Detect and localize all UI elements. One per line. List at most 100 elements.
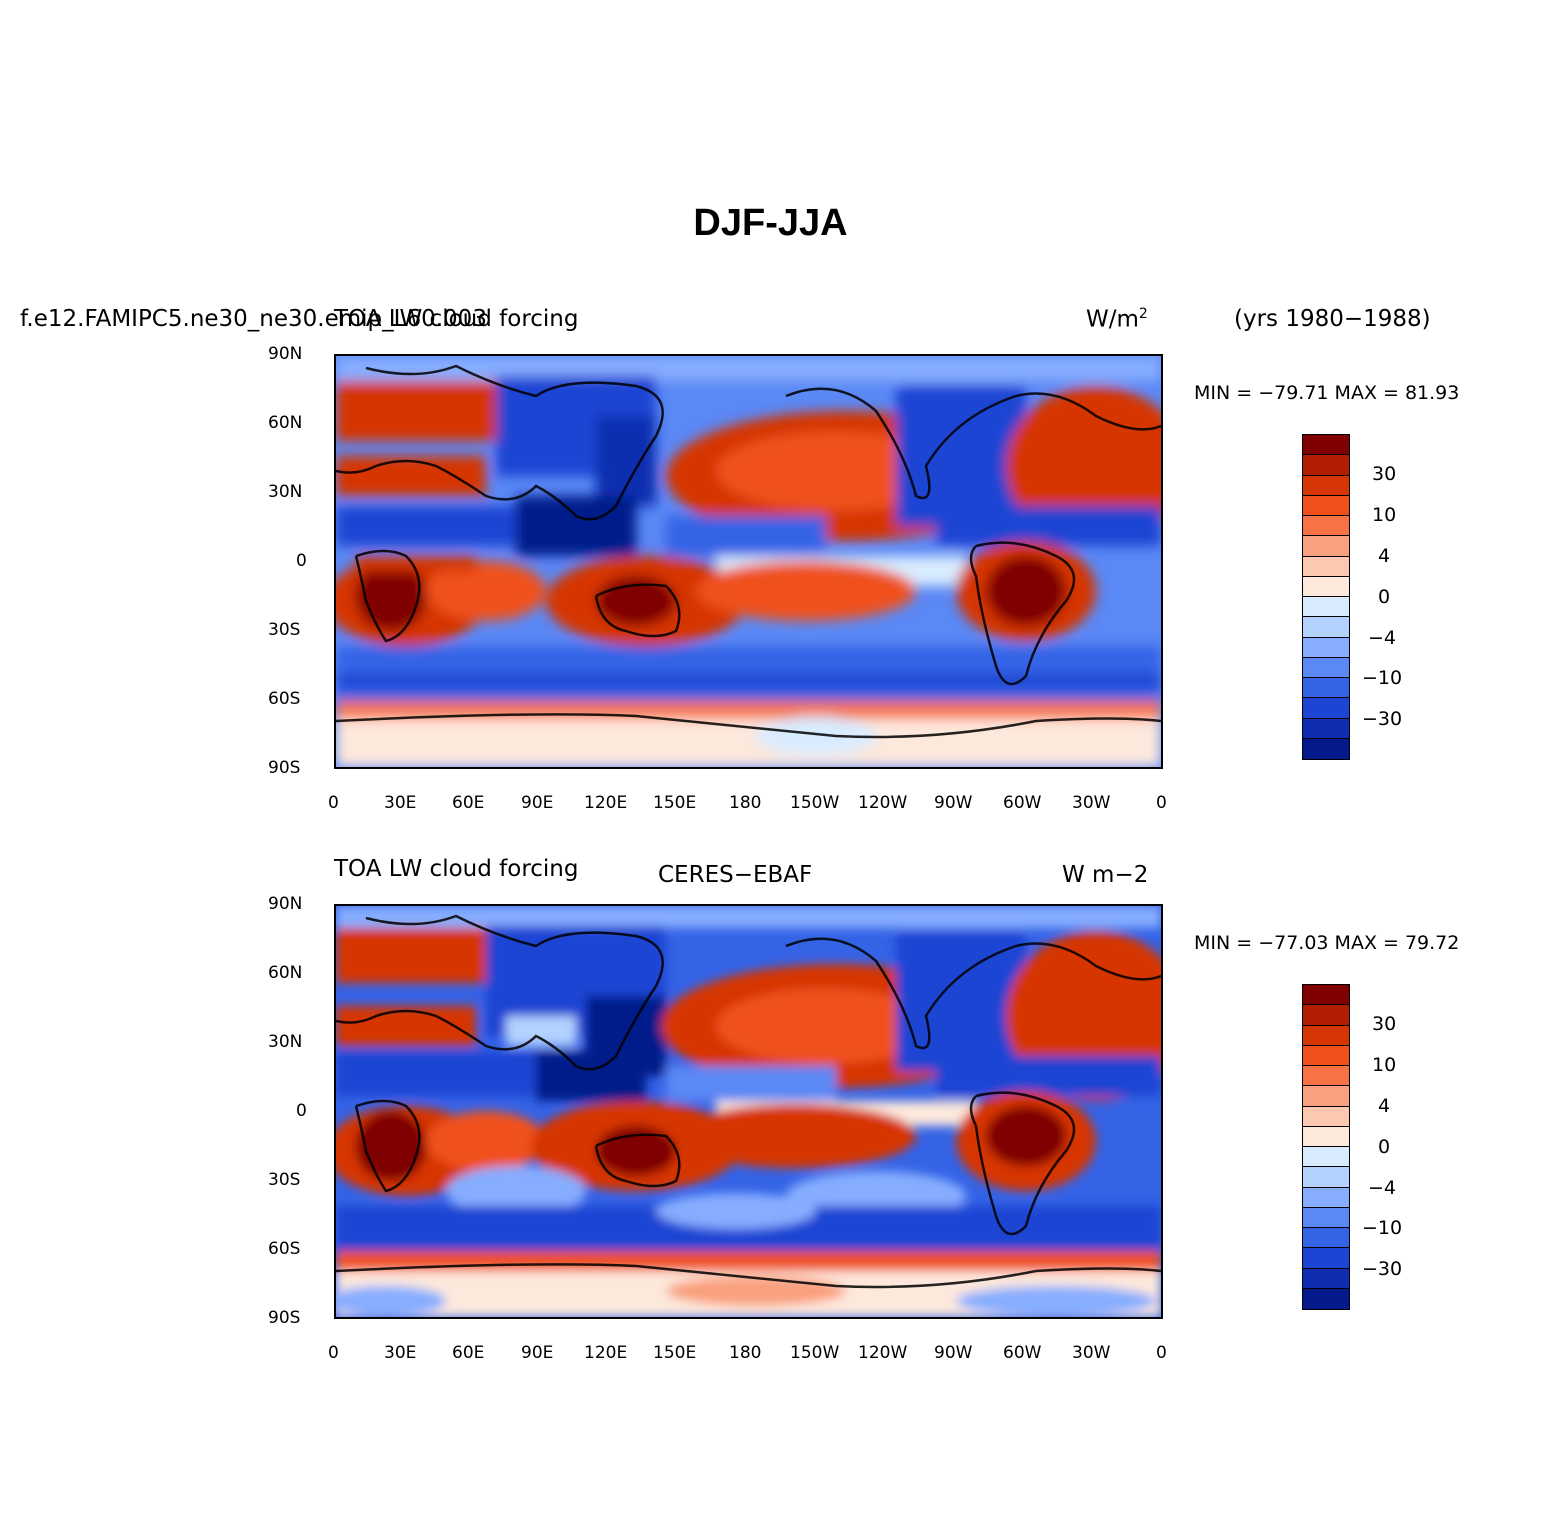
panel2-cb-label-30: 30 (1372, 1013, 1397, 1035)
colorbar-swatch (1303, 1147, 1349, 1168)
panel1-lat-60n: 60N (268, 413, 303, 433)
panel2-map (334, 904, 1163, 1319)
colorbar-swatch (1303, 536, 1349, 557)
colorbar-swatch (1303, 556, 1349, 577)
colorbar-swatch (1303, 1228, 1349, 1249)
colorbar-swatch (1303, 1045, 1349, 1066)
panel2-cb-label-10: 10 (1372, 1054, 1397, 1076)
panel2-cb-label-m4: −4 (1368, 1177, 1397, 1199)
panel2-cb-label-0: 0 (1378, 1136, 1391, 1158)
panel1-lat-30s: 30S (268, 620, 301, 640)
colorbar-swatch (1303, 657, 1349, 678)
panel1-lon-0: 0 (328, 793, 339, 813)
colorbar-swatch (1303, 1126, 1349, 1147)
colorbar-swatch (1303, 637, 1349, 658)
panel2-min-max: MIN = −77.03 MAX = 79.72 (1194, 932, 1460, 954)
panel2-lon-90w: 90W (934, 1343, 973, 1363)
panel1-lon-120w: 120W (858, 793, 908, 813)
panel2-units: W m−2 (1062, 862, 1149, 888)
panel1-years: (yrs 1980−1988) (1234, 306, 1431, 332)
panel2-lat-90n: 90N (268, 894, 303, 914)
colorbar-swatch (1303, 698, 1349, 719)
colorbar-swatch (1303, 475, 1349, 496)
panel1-cb-label-30: 30 (1372, 463, 1397, 485)
panel1-cb-label-m30: −30 (1362, 708, 1403, 730)
panel2-lat-30n: 30N (268, 1032, 303, 1052)
colorbar-swatch (1303, 516, 1349, 537)
panel2-lat-60n: 60N (268, 963, 303, 983)
panel1-lon-30e: 30E (384, 793, 417, 813)
panel1-lat-90s: 90S (268, 758, 301, 778)
panel1-min-max: MIN = −79.71 MAX = 81.93 (1194, 382, 1460, 404)
panel2-lon-120e: 120E (584, 1343, 628, 1363)
colorbar-swatch (1303, 1268, 1349, 1289)
panel2-lon-30e: 30E (384, 1343, 417, 1363)
colorbar-swatch (1303, 1167, 1349, 1188)
panel1-case-name: f.e12.FAMIPC5.ne30_ne30.emip_L60.003 (20, 306, 487, 332)
colorbar-swatch (1303, 1207, 1349, 1228)
colorbar-swatch (1303, 597, 1349, 618)
colorbar-swatch (1303, 1187, 1349, 1208)
panel2-dataset: CERES−EBAF (658, 862, 813, 888)
panel1-colorbar (1302, 434, 1350, 760)
panel2-lat-90s: 90S (268, 1308, 301, 1328)
panel1-lon-120e: 120E (584, 793, 628, 813)
colorbar-swatch (1303, 1025, 1349, 1046)
colorbar-swatch (1303, 1248, 1349, 1269)
colorbar-swatch (1303, 985, 1349, 1006)
colorbar-swatch (1303, 576, 1349, 597)
panel2-lat-60s: 60S (268, 1239, 301, 1259)
colorbar-swatch (1303, 1005, 1349, 1026)
colorbar-swatch (1303, 718, 1349, 739)
colorbar-swatch (1303, 678, 1349, 699)
panel1-map (334, 354, 1163, 769)
panel2-colorbar (1302, 984, 1350, 1310)
panel2-lon-150w: 150W (790, 1343, 840, 1363)
panel2-cb-label-4: 4 (1378, 1095, 1391, 1117)
panel2-cb-label-m10: −10 (1362, 1217, 1403, 1239)
colorbar-swatch (1303, 1066, 1349, 1087)
panel2-lon-30w: 30W (1072, 1343, 1111, 1363)
panel1-units: W/m2 (1086, 306, 1148, 333)
panel2-lon-0: 0 (328, 1343, 339, 1363)
panel2-lon-60w: 60W (1003, 1343, 1042, 1363)
colorbar-swatch (1303, 495, 1349, 516)
panel1-lon-60e: 60E (452, 793, 485, 813)
panel1-cb-label-0: 0 (1378, 586, 1391, 608)
panel2-lon-60e: 60E (452, 1343, 485, 1363)
colorbar-swatch (1303, 435, 1349, 456)
panel1-lon-90e: 90E (521, 793, 554, 813)
panel2-lat-eq: 0 (296, 1101, 307, 1121)
panel1-lon-90w: 90W (934, 793, 973, 813)
panel1-lon-150w: 150W (790, 793, 840, 813)
panel1-cb-label-m10: −10 (1362, 667, 1403, 689)
panel2-lon-150e: 150E (653, 1343, 697, 1363)
panel2-lon-180: 180 (729, 1343, 762, 1363)
colorbar-swatch (1303, 455, 1349, 476)
panel1-lon-0-end: 0 (1156, 793, 1167, 813)
panel1-lat-90n: 90N (268, 344, 303, 364)
panel2-lat-30s: 30S (268, 1170, 301, 1190)
figure-title: DJF-JJA (693, 202, 848, 244)
panel1-cb-label-4: 4 (1378, 545, 1391, 567)
panel1-cb-label-m4: −4 (1368, 627, 1397, 649)
panel1-variable: TOA LW cloud forcing (334, 306, 579, 332)
panel1-lon-60w: 60W (1003, 793, 1042, 813)
panel2-lon-0-end: 0 (1156, 1343, 1167, 1363)
panel2-lon-120w: 120W (858, 1343, 908, 1363)
panel1-cb-label-10: 10 (1372, 504, 1397, 526)
panel1-lat-30n: 30N (268, 482, 303, 502)
colorbar-swatch (1303, 617, 1349, 638)
panel1-lon-150e: 150E (653, 793, 697, 813)
panel2-lon-90e: 90E (521, 1343, 554, 1363)
panel1-lat-60s: 60S (268, 689, 301, 709)
panel2-variable: TOA LW cloud forcing (334, 856, 579, 882)
colorbar-swatch (1303, 1086, 1349, 1107)
panel1-lon-180: 180 (729, 793, 762, 813)
colorbar-swatch (1303, 1288, 1349, 1309)
panel2-cb-label-m30: −30 (1362, 1258, 1403, 1280)
panel1-lat-eq: 0 (296, 551, 307, 571)
colorbar-swatch (1303, 738, 1349, 759)
colorbar-swatch (1303, 1106, 1349, 1127)
panel1-lon-30w: 30W (1072, 793, 1111, 813)
